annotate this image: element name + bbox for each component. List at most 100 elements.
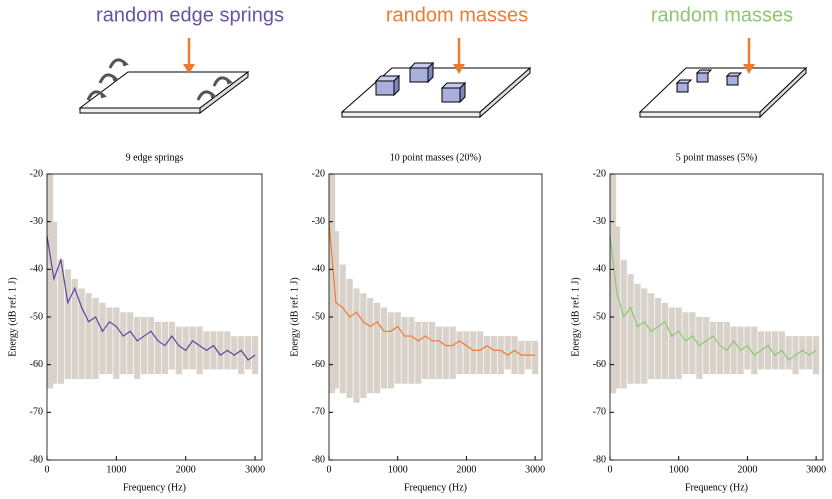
y-tick-label: -20 [312,168,325,179]
y-tick-label: -70 [312,407,325,418]
y-tick-label: -20 [593,168,606,179]
y-tick-label: -40 [593,264,606,275]
band [532,340,539,375]
y-tick-label: -40 [30,264,43,275]
band [113,307,120,379]
x-axis-label: Frequency (Hz) [685,482,748,493]
band [147,317,155,375]
band [483,336,491,375]
diagram-masses-5 [638,38,808,119]
y-tick-label: -50 [312,311,325,322]
band [634,283,641,384]
band [463,331,470,375]
band [408,317,415,384]
band [387,312,394,389]
band [716,321,724,375]
band [140,317,148,375]
band [730,326,737,375]
chart-heading: random masses [386,4,528,26]
y-tick-label: -30 [30,216,43,227]
band [78,288,85,379]
x-tick-label: 0 [327,464,332,475]
band [168,321,175,370]
band [175,326,182,375]
band [470,331,477,375]
band [367,297,374,394]
band [428,321,436,379]
band [709,321,717,375]
chart-title: 9 edge springs [126,152,184,163]
y-axis-label: Energy (dB ref. 1 J) [7,277,18,357]
band [127,312,134,375]
data-line [328,221,536,356]
diagram-masses-10 [340,38,532,119]
chart-title: 5 point masses (5%) [676,152,757,163]
band [329,174,336,394]
band [490,336,497,375]
x-tick-label: 1000 [106,464,126,475]
band [339,264,346,394]
band [85,293,92,379]
chart-heading: random masses [651,4,793,26]
band [245,336,252,370]
band [374,302,381,394]
y-tick-label: -40 [312,264,325,275]
x-tick-label: 3000 [806,464,826,475]
band [449,326,456,379]
x-tick-label: 0 [608,464,613,475]
band [47,174,54,389]
band [771,331,778,370]
band [613,226,620,389]
x-tick-label: 2000 [737,464,757,475]
band [380,307,388,389]
y-tick-label: -30 [593,216,606,227]
y-tick-label: -60 [312,359,325,370]
y-tick-label: -60 [30,359,43,370]
band [696,317,703,379]
band [661,302,669,379]
band [360,293,367,399]
band [751,326,758,375]
band [71,278,78,379]
y-tick-label: -80 [312,454,325,465]
band [785,336,792,370]
x-tick-label: 0 [45,464,50,475]
band [217,331,224,370]
band [57,259,64,384]
y-tick-label: -80 [30,454,43,465]
data-line [46,235,256,361]
band [92,297,99,379]
band [648,293,655,379]
band [627,274,634,384]
band [189,326,196,370]
band [332,231,339,389]
chart-heading: random edge springs [96,4,284,26]
y-tick-label: -70 [30,407,43,418]
band [238,336,245,375]
band [641,288,648,384]
diagram-springs [78,38,250,114]
band [106,307,113,375]
band [497,336,504,375]
band [477,331,484,375]
data-line [609,235,817,361]
band [210,331,217,370]
y-axis-label: Energy (dB ref. 1 J) [570,277,581,357]
band [353,288,360,403]
x-tick-label: 3000 [245,464,265,475]
band [806,336,813,370]
x-tick-label: 1000 [388,464,408,475]
band [120,312,127,375]
band [161,321,169,375]
band [456,331,463,375]
band [682,312,689,375]
band [744,326,751,370]
band [99,302,106,375]
band [231,336,238,370]
band [182,326,189,370]
band [196,326,203,375]
band [813,336,820,375]
band [50,221,58,384]
band [442,326,449,379]
